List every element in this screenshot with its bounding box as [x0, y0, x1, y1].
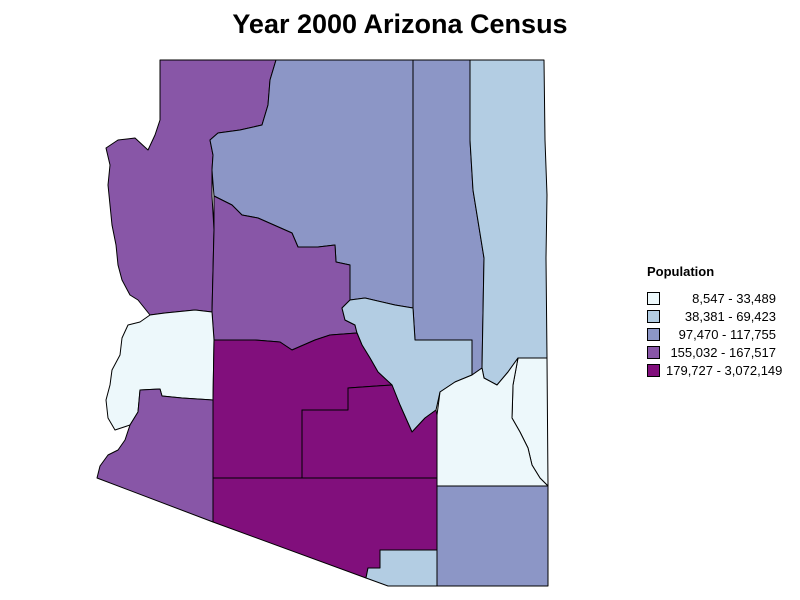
map-title: Year 2000 Arizona Census — [232, 9, 568, 39]
county-cochise[interactable] — [436, 485, 549, 587]
legend-title: Population — [647, 264, 715, 279]
legend-item: 38,381 - 69,423 — [647, 307, 776, 325]
legend: Population 8,547 - 33,489 38,381 - 69,42… — [647, 264, 783, 379]
county-graham[interactable] — [436, 357, 549, 487]
legend-swatch — [647, 345, 660, 359]
county-yuma[interactable] — [96, 388, 214, 523]
legend-range-label: 179,727 - 3,072,149 — [666, 362, 783, 378]
legend-range-label: 97,470 - 117,755 — [678, 326, 776, 342]
legend-range-label: 155,032 - 167,517 — [670, 344, 776, 360]
legend-item: 97,470 - 117,755 — [647, 325, 776, 343]
legend-swatch — [647, 363, 660, 377]
legend-item: 155,032 - 167,517 — [647, 343, 776, 361]
legend-swatch — [647, 327, 660, 341]
legend-range-label: 8,547 - 33,489 — [692, 290, 776, 306]
legend-range-label: 38,381 - 69,423 — [684, 308, 776, 324]
legend-swatch — [647, 309, 660, 323]
legend-swatch — [647, 291, 660, 305]
legend-item: 8,547 - 33,489 — [647, 289, 776, 307]
legend-item: 179,727 - 3,072,149 — [647, 361, 783, 379]
